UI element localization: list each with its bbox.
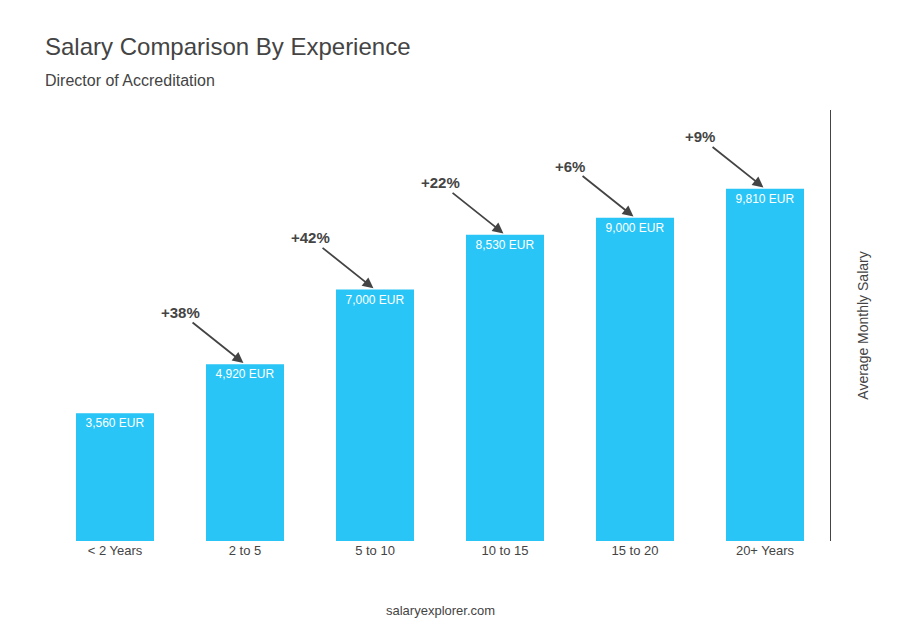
- svg-text:+9%: +9%: [685, 128, 715, 145]
- svg-text:9,810 EUR: 9,810 EUR: [735, 192, 794, 206]
- svg-text:salaryexplorer.com: salaryexplorer.com: [386, 603, 495, 618]
- svg-text:5 to 10: 5 to 10: [355, 543, 395, 558]
- svg-text:Director of Accreditation: Director of Accreditation: [45, 72, 215, 89]
- svg-text:10 to 15: 10 to 15: [482, 543, 529, 558]
- svg-text:15 to 20: 15 to 20: [612, 543, 659, 558]
- svg-text:9,000 EUR: 9,000 EUR: [605, 221, 664, 235]
- svg-text:7,000 EUR: 7,000 EUR: [345, 293, 404, 307]
- svg-text:4,920 EUR: 4,920 EUR: [215, 367, 274, 381]
- svg-text:< 2 Years: < 2 Years: [88, 543, 143, 558]
- svg-text:Average Monthly Salary: Average Monthly Salary: [855, 251, 871, 399]
- svg-text:+38%: +38%: [161, 304, 200, 321]
- svg-text:8,530 EUR: 8,530 EUR: [475, 238, 534, 252]
- svg-text:3,560 EUR: 3,560 EUR: [85, 416, 144, 430]
- svg-text:20+ Years: 20+ Years: [736, 543, 795, 558]
- svg-text:+6%: +6%: [555, 158, 585, 175]
- svg-text:+22%: +22%: [421, 174, 460, 191]
- svg-text:2 to 5: 2 to 5: [229, 543, 262, 558]
- svg-text:Salary Comparison By Experienc: Salary Comparison By Experience: [45, 33, 411, 60]
- svg-text:+42%: +42%: [291, 229, 330, 246]
